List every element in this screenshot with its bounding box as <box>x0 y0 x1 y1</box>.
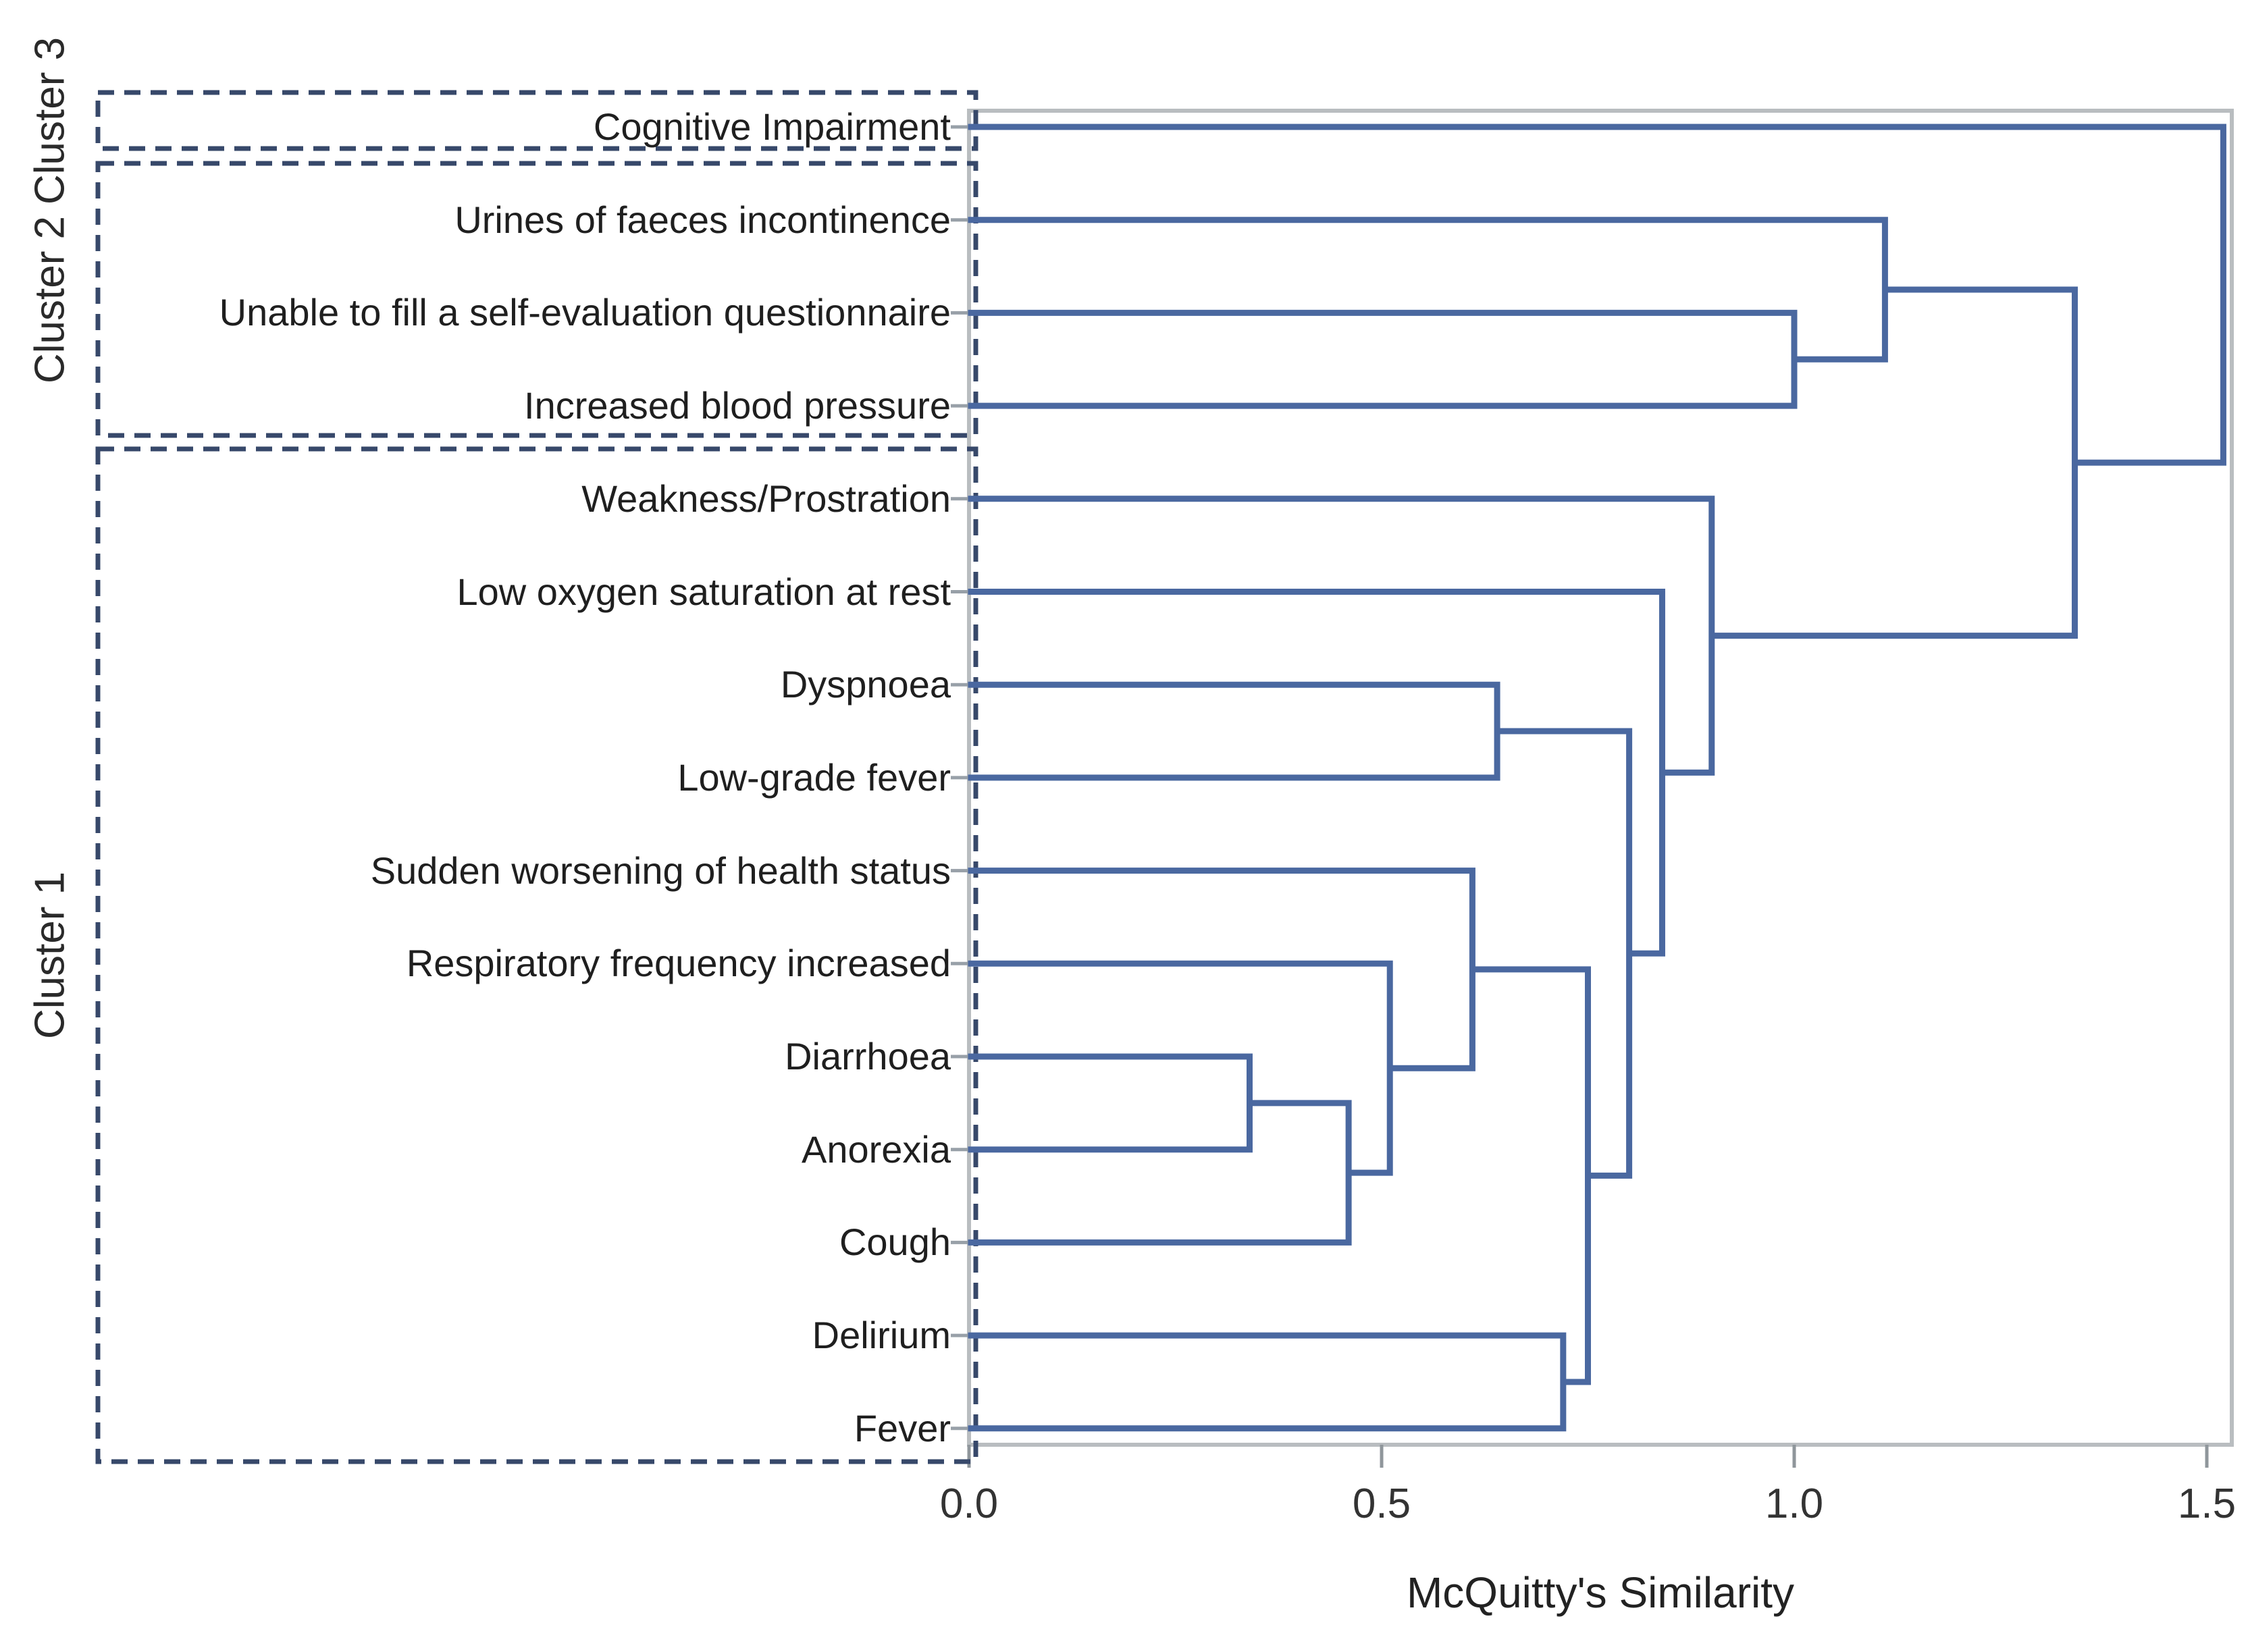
cluster-label: Cluster 3 <box>26 36 74 205</box>
x-axis-title: McQuitty's Similarity <box>1406 1568 1795 1617</box>
leaf-label: Cough <box>839 1221 951 1264</box>
cluster-label: Cluster 2 <box>26 215 74 383</box>
leaf-label: Diarrhoea <box>785 1035 951 1077</box>
cluster-box-cluster-3 <box>95 90 978 151</box>
leaf-label: Fever <box>854 1406 951 1449</box>
x-axis-tick-label: 0.5 <box>1352 1481 1411 1527</box>
cluster-box-cluster-1 <box>95 446 978 1464</box>
dendrogram-tree <box>968 124 2226 1432</box>
leaf-label: Anorexia <box>801 1127 951 1171</box>
leaf-label: Increased blood pressure <box>524 384 951 427</box>
leaf-label: Urines of faeces incontinence <box>454 198 951 241</box>
x-axis-tick-label: 1.5 <box>2177 1481 2237 1527</box>
leaf-label: Respiratory frequency increased <box>406 942 951 985</box>
x-axis-tick-label: 0.0 <box>939 1481 999 1527</box>
cluster-label: Cluster 1 <box>26 871 74 1040</box>
cluster-box-cluster-2 <box>95 161 978 438</box>
leaf-label: Low oxygen saturation at rest <box>456 570 951 613</box>
leaf-label: Unable to fill a self-evaluation questio… <box>219 291 951 334</box>
leaf-label: Delirium <box>812 1314 951 1357</box>
leaf-label: Cognitive Impairment <box>593 105 951 148</box>
leaf-label: Sudden worsening of health status <box>370 849 951 892</box>
x-axis-tick-label: 1.0 <box>1765 1481 1824 1527</box>
leaf-label: Dyspnoea <box>780 663 951 706</box>
leaf-label: Weakness/Prostration <box>581 477 951 520</box>
leaf-label: Low-grade fever <box>677 755 951 799</box>
